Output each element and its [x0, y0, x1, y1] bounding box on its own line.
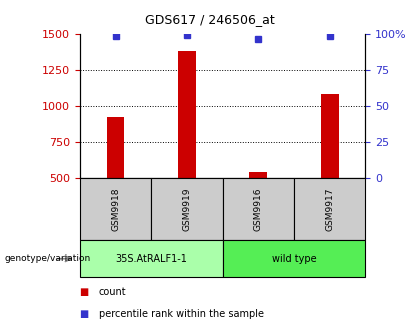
Text: GSM9917: GSM9917	[325, 187, 334, 231]
Text: count: count	[99, 287, 126, 297]
Text: wild type: wild type	[272, 254, 316, 264]
Bar	[107, 117, 124, 178]
Text: 35S.AtRALF1-1: 35S.AtRALF1-1	[115, 254, 187, 264]
Text: ■: ■	[79, 287, 89, 297]
Text: GSM9916: GSM9916	[254, 187, 263, 231]
Text: genotype/variation: genotype/variation	[4, 254, 90, 263]
Text: GSM9918: GSM9918	[111, 187, 120, 231]
Text: GDS617 / 246506_at: GDS617 / 246506_at	[145, 13, 275, 27]
Text: percentile rank within the sample: percentile rank within the sample	[99, 309, 264, 319]
Text: GSM9919: GSM9919	[182, 187, 192, 231]
Bar	[249, 172, 267, 178]
Bar	[178, 51, 196, 178]
Bar	[321, 94, 339, 178]
Text: ■: ■	[79, 309, 89, 319]
